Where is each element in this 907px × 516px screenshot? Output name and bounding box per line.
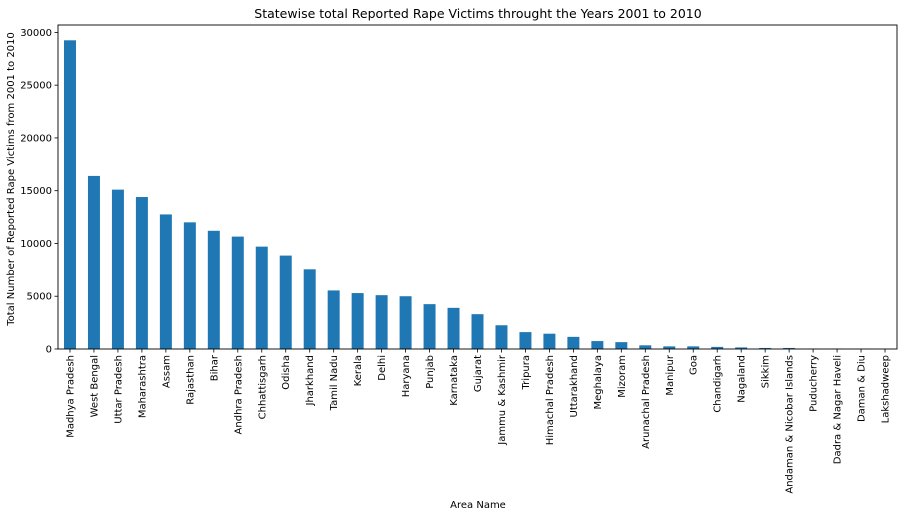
bar <box>135 197 148 349</box>
bars-group <box>63 40 892 350</box>
x-tick-label: Bihar <box>209 354 220 381</box>
bar <box>567 336 580 349</box>
x-tick-label: Arunachal Pradesh <box>641 355 652 449</box>
bar <box>495 325 508 349</box>
x-tick-label: Delhi <box>377 355 388 381</box>
x-tick-label: Mizoram <box>617 355 628 398</box>
y-axis-label: Total Number of Reported Rape Victims fr… <box>6 32 17 327</box>
bar <box>351 293 364 349</box>
x-tick-label: Madhya Pradesh <box>65 355 76 438</box>
x-tick-label: Kerala <box>353 355 364 386</box>
y-tick-label: 20000 <box>20 133 52 144</box>
bar <box>663 346 676 349</box>
bar <box>735 347 748 349</box>
x-tick-label: Tripura <box>521 355 532 390</box>
bar <box>423 304 436 349</box>
x-tick-label: Lakshadweep <box>881 355 892 423</box>
x-tick-label: Chhattisgarh <box>257 355 268 419</box>
x-tick-label: Nagaland <box>737 355 748 403</box>
bar <box>375 295 388 349</box>
y-tick-label: 5000 <box>27 292 52 303</box>
x-tick-label: Daman & Diu <box>857 355 868 422</box>
x-tick-label: Gujarat <box>473 355 484 392</box>
x-tick-label: Manipur <box>665 354 676 396</box>
x-tick-label: Punjab <box>425 355 436 389</box>
y-tick-label: 0 <box>46 345 52 356</box>
x-tick-label: Tamil Nadu <box>329 355 340 411</box>
x-tick-label: Uttar Pradesh <box>113 355 124 424</box>
plot-frame <box>57 24 898 350</box>
x-tick-label: Jammu & Kashmir <box>497 354 508 446</box>
bar <box>231 236 244 349</box>
x-tick-label: Rajasthan <box>185 355 196 405</box>
bar <box>759 347 772 349</box>
x-tick-label: Puducherry <box>809 355 820 412</box>
x-tick-label: Andhra Pradesh <box>233 355 244 434</box>
bar <box>543 333 556 349</box>
bar <box>687 346 700 349</box>
x-tick-label: Andaman & Nicobar Islands <box>785 355 796 494</box>
bar <box>159 214 172 349</box>
bar <box>63 40 76 350</box>
x-axis: Madhya Pradesh West Bengal Uttar Pradesh Ma… <box>65 349 892 494</box>
y-tick-label: 30000 <box>20 28 52 39</box>
x-tick-label: Uttarakhand <box>569 355 580 417</box>
chart-title: Statewise total Reported Rape Victims th… <box>254 6 701 21</box>
x-tick-label: Chandigarh <box>713 355 724 413</box>
bar <box>471 314 484 349</box>
x-tick-label: Odisha <box>281 355 292 390</box>
x-tick-label: Maharashtra <box>137 355 148 418</box>
bar <box>303 269 316 349</box>
y-tick-label: 25000 <box>20 81 52 92</box>
x-tick-label: Goa <box>689 355 700 375</box>
bar <box>639 345 652 349</box>
bar <box>519 332 532 349</box>
bar <box>183 222 196 349</box>
y-axis: 0 5000 10000 15000 20000 25000 30000 <box>20 28 58 356</box>
x-tick-label: Haryana <box>401 355 412 397</box>
bar <box>111 189 124 349</box>
bar <box>711 346 724 349</box>
x-tick-label: Meghalaya <box>593 355 604 410</box>
x-axis-label: Area Name <box>450 500 506 511</box>
bar <box>87 175 100 349</box>
bar <box>447 307 460 349</box>
x-tick-label: Jharkhand <box>305 355 316 406</box>
y-tick-label: 15000 <box>20 186 52 197</box>
x-tick-label: Assam <box>161 355 172 388</box>
bar <box>591 341 604 349</box>
bar <box>399 296 412 349</box>
x-tick-label: Dadra & Nagar Haveli <box>833 355 844 464</box>
y-tick-label: 10000 <box>20 239 52 250</box>
bar <box>615 342 628 349</box>
bar <box>255 246 268 349</box>
bar <box>279 255 292 349</box>
bar <box>327 290 340 349</box>
x-tick-label: Himachal Pradesh <box>545 355 556 445</box>
x-tick-label: Sikkim <box>761 355 772 388</box>
x-tick-label: Karnataka <box>449 355 460 406</box>
bar <box>207 230 220 349</box>
bar <box>783 347 796 349</box>
x-tick-label: West Bengal <box>89 355 100 417</box>
